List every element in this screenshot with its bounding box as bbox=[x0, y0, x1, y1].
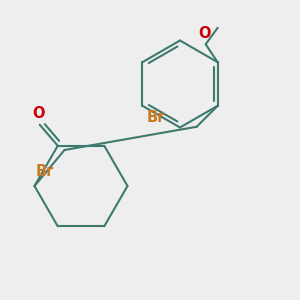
Text: O: O bbox=[32, 106, 44, 121]
Text: Br: Br bbox=[147, 110, 165, 125]
Text: Br: Br bbox=[36, 164, 54, 178]
Text: O: O bbox=[198, 26, 210, 41]
